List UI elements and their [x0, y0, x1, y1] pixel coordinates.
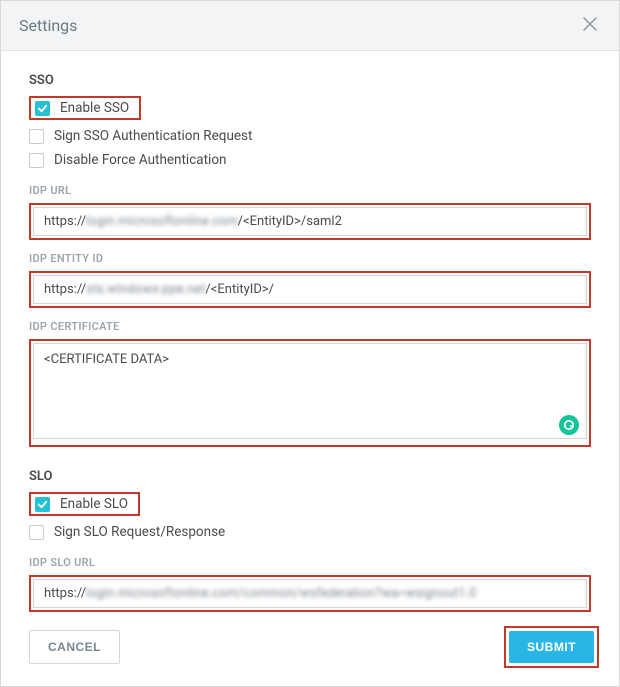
check-icon [37, 499, 48, 510]
submit-button[interactable]: SUBMIT [509, 631, 594, 663]
sign-sso-checkbox[interactable] [29, 129, 44, 144]
enable-slo-highlight: Enable SLO [29, 492, 140, 516]
modal-title: Settings [19, 16, 77, 35]
sign-slo-row[interactable]: Sign SLO Request/Response [29, 520, 591, 544]
idp-url-label: IDP URL [29, 184, 591, 197]
check-icon [37, 103, 48, 114]
idp-url-input[interactable]: https://login.microsoftonline.com/<Entit… [33, 207, 587, 236]
idp-entity-input[interactable]: https://sts.windows-ppe.net/<EntityID>/ [33, 275, 587, 304]
enable-sso-highlight: Enable SSO [29, 96, 141, 120]
enable-sso-checkbox[interactable] [35, 101, 50, 116]
idp-url-prefix: https:// [44, 214, 86, 229]
sign-slo-checkbox[interactable] [29, 525, 44, 540]
idp-cert-textarea[interactable] [33, 343, 587, 439]
sign-slo-label: Sign SLO Request/Response [54, 524, 225, 540]
disable-force-row[interactable]: Disable Force Authentication [29, 148, 591, 172]
settings-modal: Settings SSO Enable SSO Sign SSO Authent… [0, 0, 620, 687]
cancel-button[interactable]: CANCEL [29, 630, 120, 664]
sso-section-title: SSO [29, 73, 591, 88]
idp-url-blur: login.microsoftonline.com [86, 214, 238, 229]
idp-slo-url-prefix: https:// [44, 586, 86, 601]
enable-slo-checkbox[interactable] [35, 497, 50, 512]
submit-highlight: SUBMIT [504, 626, 599, 668]
sign-sso-row[interactable]: Sign SSO Authentication Request [29, 124, 591, 148]
modal-body: SSO Enable SSO Sign SSO Authentication R… [1, 51, 619, 616]
modal-footer: CANCEL SUBMIT [1, 616, 619, 686]
idp-entity-blur: sts.windows-ppe.net [86, 282, 205, 297]
idp-cert-label: IDP CERTIFICATE [29, 320, 591, 333]
idp-url-highlight: https://login.microsoftonline.com/<Entit… [29, 203, 591, 240]
disable-force-checkbox[interactable] [29, 153, 44, 168]
sign-sso-label: Sign SSO Authentication Request [54, 128, 252, 144]
idp-cert-highlight [29, 339, 591, 447]
idp-slo-url-highlight: https://login.microsoftonline.com/common… [29, 575, 591, 612]
idp-slo-url-input[interactable]: https://login.microsoftonline.com/common… [33, 579, 587, 608]
idp-entity-label: IDP ENTITY ID [29, 252, 591, 265]
idp-slo-url-label: IDP SLO URL [29, 556, 591, 569]
modal-header: Settings [1, 1, 619, 51]
disable-force-label: Disable Force Authentication [54, 152, 226, 168]
close-icon [583, 17, 597, 31]
idp-entity-prefix: https:// [44, 282, 86, 297]
enable-slo-label: Enable SLO [60, 496, 134, 512]
enable-sso-label: Enable SSO [60, 100, 135, 116]
idp-entity-highlight: https://sts.windows-ppe.net/<EntityID>/ [29, 271, 591, 308]
grammarly-icon[interactable] [559, 415, 579, 435]
idp-url-suffix: /<EntityID>/saml2 [238, 214, 342, 229]
close-button[interactable] [579, 11, 601, 40]
idp-entity-suffix: /<EntityID>/ [205, 282, 274, 297]
slo-section-title: SLO [29, 469, 591, 484]
idp-slo-url-blur: login.microsoftonline.com/common/wsfeder… [86, 586, 476, 601]
